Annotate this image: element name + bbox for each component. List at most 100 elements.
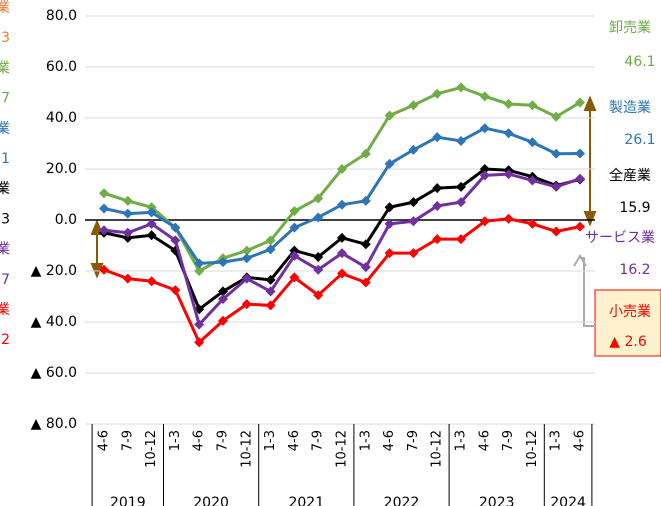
left-fragment: 7 <box>1 91 10 107</box>
marker <box>265 235 276 246</box>
y-tick-label: ▲ 20.0 <box>31 263 77 279</box>
marker <box>194 258 205 269</box>
year-label: 2019 <box>110 495 146 506</box>
marker <box>241 245 252 256</box>
marker <box>551 226 562 237</box>
marker <box>384 110 395 121</box>
marker <box>551 181 562 192</box>
marker <box>527 175 538 186</box>
marker <box>146 202 157 213</box>
x-tick-label: 1-3 <box>454 430 469 451</box>
marker <box>432 234 443 245</box>
marker <box>241 253 252 264</box>
end-value-label: 15.9 <box>619 200 650 216</box>
marker <box>432 88 443 99</box>
marker <box>218 315 228 326</box>
marker <box>313 193 324 204</box>
x-tick-label: 4-6 <box>287 430 302 451</box>
y-tick-label: ▲ 40.0 <box>31 314 77 330</box>
y-tick-label: 60.0 <box>46 59 77 75</box>
left-fragment: 業 <box>0 242 10 258</box>
marker <box>194 266 205 276</box>
series-name: 卸売業 <box>609 20 651 36</box>
marker <box>265 244 276 255</box>
marker <box>337 248 347 259</box>
marker <box>432 183 443 194</box>
marker <box>408 216 419 227</box>
x-tick-label: 4-6 <box>97 430 112 451</box>
x-tick-label: 4-6 <box>382 430 397 451</box>
marker <box>527 100 538 111</box>
marker <box>360 239 371 250</box>
end-value-label: 46.1 <box>624 54 655 70</box>
series-name: 製造業 <box>609 100 651 116</box>
x-tick-label: 7-9 <box>216 430 231 451</box>
marker <box>551 111 562 122</box>
marker <box>337 232 347 243</box>
x-tick-label: 1-3 <box>168 430 183 451</box>
year-label: 2022 <box>384 495 420 506</box>
year-label: 2021 <box>288 495 324 506</box>
x-tick-label: 7-9 <box>406 430 421 451</box>
marker <box>194 319 205 330</box>
marker <box>408 197 419 208</box>
marker <box>408 248 419 259</box>
left-fragment: 3 <box>1 30 10 46</box>
marker <box>337 268 347 279</box>
marker <box>289 206 300 217</box>
marker <box>360 195 371 206</box>
left-fragment: 業 <box>0 121 10 137</box>
marker <box>503 128 514 139</box>
series-name: 全産業 <box>609 167 651 184</box>
marker <box>456 234 466 245</box>
marker <box>479 123 490 134</box>
x-tick-label: 1-3 <box>263 430 278 451</box>
marker <box>146 218 157 229</box>
marker <box>313 212 324 223</box>
x-tick-label: 1-3 <box>549 430 564 451</box>
marker <box>575 97 585 108</box>
marker <box>146 230 157 241</box>
marker <box>384 218 395 229</box>
marker <box>313 264 324 275</box>
marker <box>551 148 562 159</box>
y-tick-label: 40.0 <box>46 110 77 126</box>
marker <box>479 170 490 181</box>
pointer-arrow-head <box>573 254 587 267</box>
x-tick-label: 4-6 <box>477 430 492 451</box>
series-name: 小売業 <box>609 304 651 320</box>
x-tick-label: 4-6 <box>192 430 207 451</box>
marker <box>289 250 300 261</box>
marker <box>289 272 300 283</box>
year-label: 2023 <box>479 495 515 506</box>
marker <box>241 299 252 310</box>
marker <box>99 203 109 214</box>
y-tick-label: ▲ 60.0 <box>31 365 77 381</box>
marker <box>408 100 419 111</box>
marker <box>456 135 466 146</box>
marker <box>122 273 133 284</box>
marker <box>122 227 133 238</box>
y-tick-label: 0.0 <box>55 212 77 228</box>
marker <box>99 264 109 275</box>
left-fragment: 1 <box>1 151 10 167</box>
marker <box>218 294 228 305</box>
marker <box>575 221 585 232</box>
y-tick-label: 20.0 <box>46 161 77 177</box>
year-label: 2020 <box>193 495 229 506</box>
x-tick-label: 10-12 <box>335 430 350 468</box>
left-fragment: 7 <box>1 272 10 288</box>
x-tick-label: 10-12 <box>525 430 540 468</box>
end-value-label: 16.2 <box>619 262 650 278</box>
marker <box>360 148 371 159</box>
marker <box>194 337 205 348</box>
pointer-arrow <box>580 257 595 327</box>
x-tick-label: 1-3 <box>358 430 373 451</box>
marker <box>503 169 514 180</box>
marker <box>218 286 228 297</box>
marker <box>289 245 300 256</box>
highlight-box <box>594 289 661 357</box>
x-tick-label: 4-6 <box>573 430 588 451</box>
marker <box>456 181 466 192</box>
